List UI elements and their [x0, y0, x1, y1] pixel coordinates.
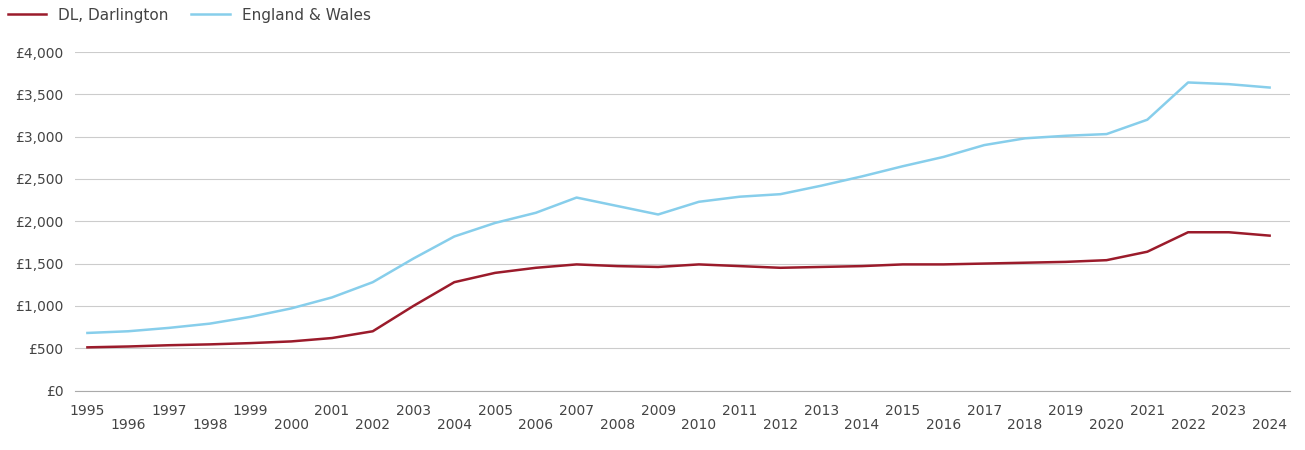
Text: 2010: 2010 — [681, 418, 716, 432]
DL, Darlington — [406, 303, 422, 309]
DL, Darlington — [569, 262, 585, 267]
Text: 2016: 2016 — [925, 418, 960, 432]
Text: 2019: 2019 — [1048, 404, 1083, 418]
England & Wales — [609, 203, 625, 209]
England & Wales — [569, 195, 585, 200]
DL, Darlington — [692, 262, 707, 267]
Text: 2013: 2013 — [804, 404, 839, 418]
Text: 2015: 2015 — [885, 404, 920, 418]
DL, Darlington — [161, 342, 176, 348]
England & Wales — [529, 210, 544, 216]
England & Wales — [1099, 131, 1114, 137]
DL, Darlington — [895, 262, 911, 267]
DL, Darlington — [529, 265, 544, 270]
Text: 2000: 2000 — [274, 418, 309, 432]
England & Wales — [446, 234, 462, 239]
Text: 2001: 2001 — [315, 404, 350, 418]
Text: 2020: 2020 — [1090, 418, 1124, 432]
England & Wales — [1180, 80, 1195, 85]
Text: 2024: 2024 — [1251, 418, 1287, 432]
Text: 2018: 2018 — [1007, 418, 1043, 432]
Text: 2008: 2008 — [600, 418, 636, 432]
England & Wales — [895, 163, 911, 169]
Text: 2006: 2006 — [518, 418, 553, 432]
DL, Darlington — [976, 261, 992, 266]
DL, Darlington — [1099, 257, 1114, 263]
DL, Darlington — [773, 265, 788, 270]
England & Wales — [1139, 117, 1155, 122]
Text: 2007: 2007 — [559, 404, 594, 418]
DL, Darlington — [1180, 230, 1195, 235]
DL, Darlington — [202, 342, 218, 347]
England & Wales — [1262, 85, 1278, 90]
DL, Darlington — [650, 264, 666, 270]
Line: DL, Darlington: DL, Darlington — [87, 232, 1270, 347]
DL, Darlington — [732, 263, 748, 269]
DL, Darlington — [813, 264, 829, 270]
DL, Darlington — [283, 339, 299, 344]
Text: 1995: 1995 — [69, 404, 106, 418]
DL, Darlington — [1017, 260, 1032, 265]
England & Wales — [855, 174, 870, 179]
DL, Darlington — [365, 328, 381, 334]
Text: 2022: 2022 — [1171, 418, 1206, 432]
DL, Darlington — [1262, 233, 1278, 238]
Text: 2002: 2002 — [355, 418, 390, 432]
DL, Darlington — [243, 340, 258, 346]
DL, Darlington — [855, 263, 870, 269]
England & Wales — [243, 314, 258, 319]
England & Wales — [1058, 133, 1074, 139]
England & Wales — [936, 154, 951, 160]
England & Wales — [202, 321, 218, 326]
Text: 1999: 1999 — [232, 404, 269, 418]
DL, Darlington — [487, 270, 502, 275]
Text: 2021: 2021 — [1130, 404, 1165, 418]
Text: 2003: 2003 — [395, 404, 431, 418]
England & Wales — [773, 191, 788, 197]
England & Wales — [120, 328, 136, 334]
DL, Darlington — [1221, 230, 1237, 235]
England & Wales — [692, 199, 707, 204]
England & Wales — [976, 142, 992, 148]
DL, Darlington — [80, 345, 95, 350]
Text: 1996: 1996 — [111, 418, 146, 432]
Text: 2017: 2017 — [967, 404, 1002, 418]
England & Wales — [1221, 81, 1237, 87]
England & Wales — [732, 194, 748, 199]
Text: 2009: 2009 — [641, 404, 676, 418]
DL, Darlington — [324, 335, 339, 341]
England & Wales — [161, 325, 176, 331]
DL, Darlington — [936, 262, 951, 267]
DL, Darlington — [446, 279, 462, 285]
DL, Darlington — [1058, 259, 1074, 265]
England & Wales — [324, 295, 339, 300]
DL, Darlington — [120, 344, 136, 349]
Text: 1997: 1997 — [151, 404, 187, 418]
England & Wales — [365, 279, 381, 285]
Text: 2012: 2012 — [763, 418, 797, 432]
Text: 2023: 2023 — [1211, 404, 1246, 418]
England & Wales — [813, 183, 829, 189]
England & Wales — [283, 306, 299, 311]
Legend: DL, Darlington, England & Wales: DL, Darlington, England & Wales — [8, 8, 371, 22]
Text: 2014: 2014 — [844, 418, 880, 432]
Text: 2005: 2005 — [478, 404, 513, 418]
Text: 2011: 2011 — [722, 404, 757, 418]
Line: England & Wales: England & Wales — [87, 82, 1270, 333]
England & Wales — [650, 212, 666, 217]
Text: 2004: 2004 — [437, 418, 472, 432]
DL, Darlington — [609, 263, 625, 269]
Text: 1998: 1998 — [192, 418, 227, 432]
England & Wales — [1017, 135, 1032, 141]
England & Wales — [487, 220, 502, 225]
England & Wales — [406, 256, 422, 261]
DL, Darlington — [1139, 249, 1155, 254]
England & Wales — [80, 330, 95, 336]
